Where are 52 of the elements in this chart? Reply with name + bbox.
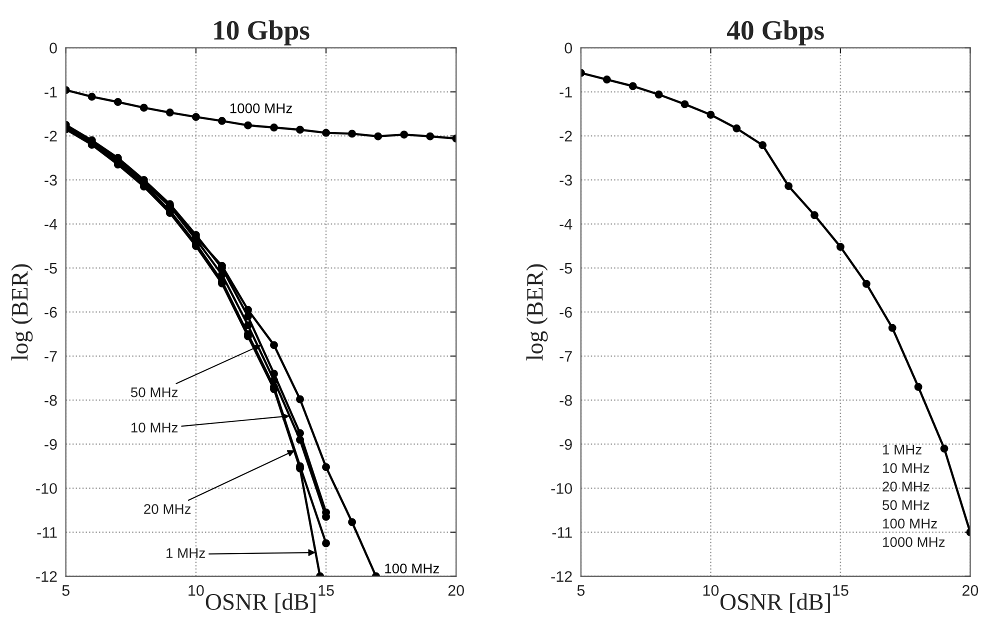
y-tick-label: -4 (44, 219, 58, 230)
annotation: 10 MHz (131, 422, 178, 432)
x-tick-label: 15 (833, 585, 848, 596)
x-axis-title: OSNR [dB] (206, 593, 316, 613)
y-axis-title: log (BER) (11, 264, 33, 360)
y-axis-title: log (BER) (526, 264, 548, 360)
y-tick-label: -9 (44, 439, 57, 450)
y-tick-label: -3 (560, 174, 572, 186)
annotation: 50 MHz (882, 500, 930, 510)
y-tick-label: -9 (560, 439, 572, 450)
x-tick-label: 20 (448, 585, 464, 596)
annotation: 10 MHz (883, 463, 930, 473)
annotation: 1 MHz (166, 548, 205, 558)
chart-title: 40 Gbps (726, 20, 824, 46)
annotation: 20 MHz (144, 504, 191, 514)
x-tick-label: 15 (318, 585, 334, 596)
series-label: 100 MHz (385, 564, 439, 574)
y-tick-label: -11 (37, 527, 57, 538)
y-tick-label: -10 (551, 483, 572, 494)
annotation: 100 MHz (883, 518, 937, 528)
y-tick-label: -2 (560, 130, 572, 142)
y-tick-label: -8 (44, 395, 57, 406)
x-tick-label: 20 (962, 585, 978, 596)
y-tick-label: -11 (552, 527, 572, 538)
y-tick-label: -8 (560, 395, 572, 406)
y-tick-label: -1 (44, 86, 57, 98)
y-tick-label: -6 (44, 306, 57, 318)
y-tick-label: -10 (36, 483, 57, 494)
y-tick-label: -12 (36, 571, 57, 582)
y-tick-label: -1 (560, 86, 572, 98)
y-tick-label: -7 (560, 351, 572, 362)
y-tick-label: -5 (44, 263, 57, 274)
annotation: 1000 MHz (883, 537, 945, 547)
annotation: 1 MHz (883, 444, 922, 454)
x-axis-title: OSNR [dB] (720, 593, 830, 613)
y-tick-label: -5 (560, 263, 572, 274)
series-label: 1000 MHz (230, 103, 292, 114)
y-tick-label: -4 (560, 219, 572, 230)
y-tick-label: -2 (44, 130, 57, 142)
y-tick-label: -3 (44, 174, 57, 186)
x-tick-label: 5 (62, 585, 70, 596)
y-tick-label: 0 (564, 42, 572, 54)
chart-title: 10 Gbps (214, 20, 310, 46)
y-tick-label: -6 (560, 306, 572, 318)
y-tick-label: 0 (50, 42, 57, 54)
annotation: 20 MHz (882, 482, 930, 492)
x-tick-label: 10 (188, 585, 204, 596)
x-tick-label: 10 (703, 585, 719, 596)
y-tick-label: -12 (551, 571, 572, 582)
y-tick-label: -7 (44, 351, 57, 362)
x-tick-label: 5 (577, 585, 585, 596)
annotation: 50 MHz (130, 387, 178, 398)
